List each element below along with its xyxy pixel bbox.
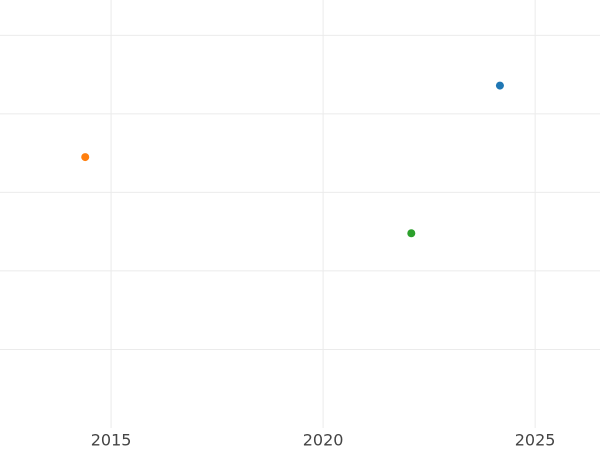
x-tick-label: 2025: [515, 431, 556, 450]
point: [81, 153, 90, 162]
point: [495, 81, 504, 90]
x-tick-label: 2015: [91, 431, 132, 450]
point: [407, 229, 416, 238]
x-tick-label: 2020: [303, 431, 344, 450]
